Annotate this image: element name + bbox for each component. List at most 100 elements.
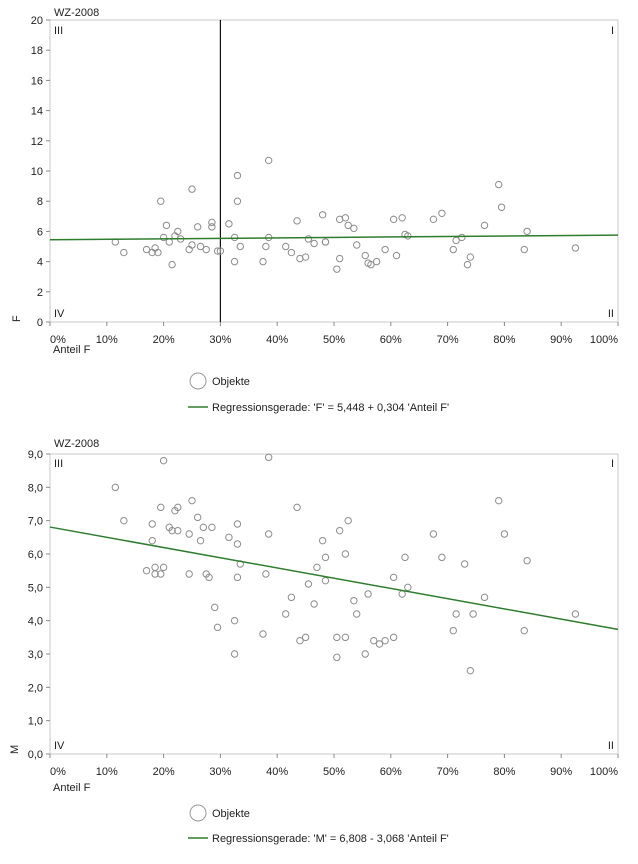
data-point bbox=[205, 573, 213, 582]
legend-objects-label: Objekte bbox=[212, 808, 250, 820]
legend-objects-icon bbox=[189, 372, 207, 390]
x-axis-ticks: 0% 10% 20% 30% 40% 50% 60% 70% 80% 90% 100% bbox=[49, 754, 619, 778]
data-point bbox=[174, 227, 182, 236]
data-point bbox=[480, 221, 489, 230]
data-point bbox=[392, 251, 401, 260]
data-point bbox=[361, 251, 369, 260]
data-point bbox=[335, 254, 344, 263]
quadrant-label-top-left: III bbox=[54, 25, 63, 37]
data-point bbox=[262, 570, 270, 578]
data-point bbox=[230, 650, 239, 658]
chart-title: WZ-2008 bbox=[54, 438, 99, 450]
data-point bbox=[480, 593, 489, 602]
data-point bbox=[287, 248, 296, 257]
y-tick-label: 7,0 bbox=[28, 516, 43, 528]
y-tick-label: 6,0 bbox=[28, 549, 43, 561]
data-point bbox=[341, 633, 350, 642]
x-tick-label: 60% bbox=[380, 334, 402, 346]
data-point bbox=[293, 217, 301, 225]
data-point bbox=[449, 245, 457, 254]
data-point bbox=[353, 241, 361, 249]
regression-line bbox=[49, 234, 619, 241]
x-tick-label: 10% bbox=[96, 334, 118, 346]
y-tick-label: 14 bbox=[31, 106, 43, 118]
x-tick-label: 70% bbox=[437, 766, 459, 778]
data-point bbox=[148, 520, 156, 528]
quadrant-label-top-right: I bbox=[611, 25, 614, 37]
data-point bbox=[463, 260, 472, 269]
data-point bbox=[367, 260, 375, 269]
data-point bbox=[370, 636, 378, 645]
data-point bbox=[398, 214, 406, 222]
x-tick-label: 0% bbox=[50, 766, 66, 778]
data-point bbox=[282, 242, 290, 251]
data-point bbox=[111, 483, 120, 492]
data-point bbox=[199, 523, 208, 532]
chart-title: WZ-2008 bbox=[54, 7, 99, 19]
data-point bbox=[333, 653, 341, 662]
x-tick-label: 40% bbox=[266, 766, 288, 778]
x-tick-label: 50% bbox=[323, 766, 345, 778]
data-point bbox=[460, 560, 469, 568]
data-point bbox=[233, 573, 242, 582]
data-point bbox=[381, 636, 389, 645]
data-point bbox=[185, 570, 193, 578]
x-tick-label: 20% bbox=[153, 334, 175, 346]
data-point bbox=[318, 211, 327, 219]
data-point bbox=[466, 666, 475, 675]
data-point bbox=[142, 566, 151, 575]
data-point bbox=[174, 526, 182, 535]
data-point bbox=[310, 600, 318, 608]
data-point bbox=[469, 610, 477, 618]
data-point bbox=[520, 626, 528, 635]
legend-objects-icon bbox=[189, 804, 207, 822]
y-tick-label: 2 bbox=[37, 287, 43, 299]
data-point bbox=[389, 633, 398, 642]
quadrant-label-bottom-left: IV bbox=[54, 308, 65, 320]
legend-regression-label: Regressionsgerade: 'F' = 5,448 + 0,304 '… bbox=[212, 402, 449, 414]
data-point bbox=[404, 232, 412, 240]
scatter-chart-f: WZ-2008 III I IV II Anteil F F 0% 10% 20% 3… bbox=[11, 7, 619, 414]
y-tick-label: 6 bbox=[37, 226, 43, 238]
data-point bbox=[495, 180, 503, 189]
data-point bbox=[293, 503, 301, 512]
legend-regression-label: Regressionsgerade: 'M' = 6,808 - 3,068 '… bbox=[212, 833, 449, 845]
data-point bbox=[321, 553, 330, 562]
y-axis-label: M bbox=[9, 745, 21, 754]
data-point bbox=[304, 235, 313, 243]
data-point bbox=[188, 496, 196, 505]
x-tick-label: 80% bbox=[493, 766, 515, 778]
quadrant-label-bottom-right: II bbox=[608, 740, 614, 752]
data-point bbox=[321, 576, 330, 585]
data-point bbox=[438, 553, 446, 562]
quadrant-label-top-left: III bbox=[54, 458, 63, 470]
data-point bbox=[333, 633, 341, 642]
data-point bbox=[233, 197, 242, 205]
y-tick-label: 0 bbox=[37, 317, 43, 329]
data-point bbox=[520, 245, 528, 254]
legend-objects-label: Objekte bbox=[212, 376, 250, 388]
data-point bbox=[344, 516, 352, 525]
data-point bbox=[225, 220, 233, 228]
data-point bbox=[429, 215, 438, 224]
x-tick-label: 50% bbox=[323, 334, 345, 346]
data-point bbox=[364, 590, 372, 598]
data-point bbox=[120, 516, 128, 525]
data-point bbox=[225, 533, 233, 542]
y-tick-label: 4 bbox=[37, 257, 43, 269]
data-point bbox=[259, 257, 267, 266]
y-tick-label: 8 bbox=[37, 196, 43, 208]
data-point bbox=[321, 238, 330, 246]
data-point bbox=[188, 185, 196, 193]
data-point bbox=[497, 203, 506, 211]
y-tick-label: 1,0 bbox=[28, 716, 43, 728]
data-point bbox=[159, 456, 168, 465]
data-point bbox=[193, 513, 202, 522]
x-tick-label: 30% bbox=[209, 766, 231, 778]
data-point bbox=[202, 245, 210, 254]
data-point bbox=[120, 248, 128, 257]
data-point bbox=[301, 633, 310, 642]
data-point bbox=[375, 640, 384, 648]
x-tick-label: 100% bbox=[590, 766, 618, 778]
